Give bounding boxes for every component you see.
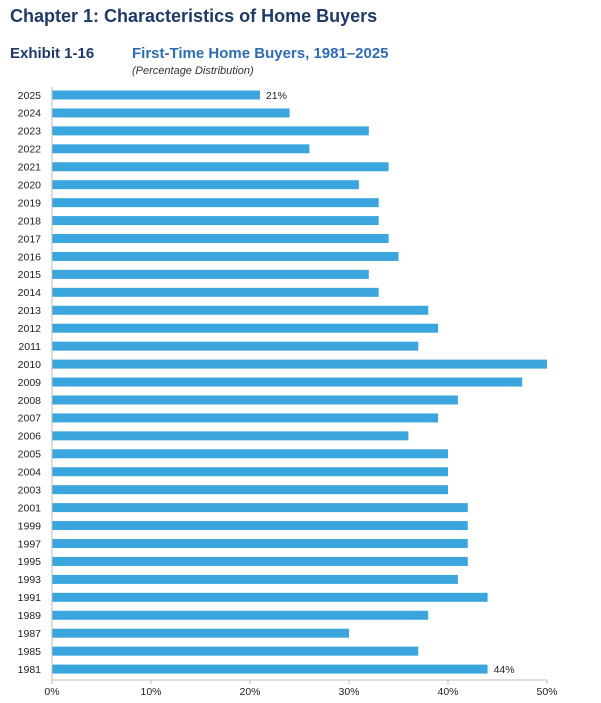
bar [52,431,409,441]
year-label: 1997 [18,538,42,550]
year-label: 1989 [18,610,42,622]
exhibit-subtitle: (Percentage Distribution) [132,65,254,77]
bar [52,126,369,136]
bar [52,628,349,638]
year-label: 1995 [18,556,42,568]
bar [52,467,448,477]
year-label: 2001 [18,502,42,514]
data-label: 44% [494,664,515,676]
year-label: 2019 [18,197,42,209]
x-tick-label: 10% [140,686,161,698]
exhibit-label: Exhibit 1-16 [10,45,95,62]
data-label: 21% [266,90,287,102]
year-label: 2020 [18,180,42,192]
bar [52,610,429,620]
year-label: 2010 [18,359,42,371]
year-label: 1985 [18,646,42,658]
x-tick-label: 40% [437,686,458,698]
bar [52,359,547,369]
year-label: 1991 [18,592,42,604]
year-label: 2015 [18,269,42,281]
year-label: 2011 [18,341,41,353]
bar [52,592,488,602]
year-label: 2008 [18,395,42,407]
year-label: 2003 [18,484,42,496]
year-label: 2022 [18,144,42,156]
bar [52,323,439,333]
year-label: 2024 [18,108,42,120]
year-label: 2006 [18,431,42,443]
bar [52,556,468,566]
bar [52,108,290,118]
x-tick-label: 50% [536,686,557,698]
bar [52,198,379,208]
bar [52,269,369,279]
year-label: 2016 [18,251,42,263]
bar [52,305,429,315]
year-label: 2018 [18,215,42,227]
bar [52,449,448,459]
year-label: 2025 [18,90,42,102]
year-label: 2005 [18,449,42,461]
year-label: 2017 [18,233,42,245]
bar [52,503,468,513]
bar [52,395,458,405]
bar [52,539,468,548]
year-label: 2004 [18,467,42,479]
bar [52,180,359,190]
year-label: 2014 [18,287,42,299]
bar [52,90,260,100]
year-label: 2013 [18,305,42,317]
x-tick-label: 0% [44,686,59,698]
year-label: 1987 [18,628,42,640]
bar [52,234,389,244]
year-label: 2007 [18,413,42,425]
bar [52,485,448,495]
bar [52,664,488,674]
bar [52,646,419,656]
x-tick-label: 30% [338,686,359,698]
chapter-title: Chapter 1: Characteristics of Home Buyer… [10,6,378,26]
bar [52,216,379,226]
bar [52,251,399,261]
year-label: 1999 [18,520,42,532]
bar [52,413,439,423]
bar [52,341,419,351]
bar [52,287,379,297]
year-label: 1993 [18,574,42,586]
year-label: 1981 [18,664,42,676]
bar [52,521,468,531]
year-label: 2009 [18,377,42,389]
year-label: 2021 [18,162,42,174]
bar [52,162,389,172]
x-tick-label: 20% [239,686,260,698]
bar [52,377,523,387]
bar [52,574,458,584]
bar [52,144,310,154]
exhibit-title: First-Time Home Buyers, 1981–2025 [132,45,389,62]
year-label: 2023 [18,126,42,138]
year-label: 2012 [18,323,42,335]
